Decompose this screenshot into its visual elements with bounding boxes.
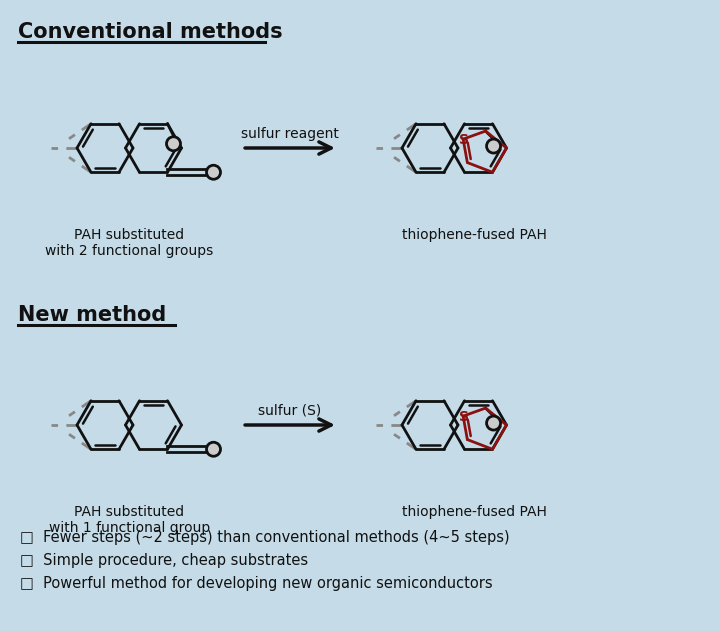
Text: □  Powerful method for developing new organic semiconductors: □ Powerful method for developing new org… bbox=[20, 576, 492, 591]
Text: sulfur (S): sulfur (S) bbox=[258, 404, 322, 418]
Circle shape bbox=[207, 442, 220, 456]
Text: □  Simple procedure, cheap substrates: □ Simple procedure, cheap substrates bbox=[20, 553, 308, 568]
Circle shape bbox=[487, 416, 500, 430]
Text: Conventional methods: Conventional methods bbox=[18, 22, 283, 42]
Text: thiophene-fused PAH: thiophene-fused PAH bbox=[402, 505, 546, 519]
Circle shape bbox=[166, 137, 181, 151]
Text: PAH substituted
with 1 functional group: PAH substituted with 1 functional group bbox=[49, 505, 210, 535]
Circle shape bbox=[487, 139, 500, 153]
Text: thiophene-fused PAH: thiophene-fused PAH bbox=[402, 228, 546, 242]
Text: New method: New method bbox=[18, 305, 166, 325]
Text: PAH substituted
with 2 functional groups: PAH substituted with 2 functional groups bbox=[45, 228, 213, 258]
Text: S: S bbox=[459, 133, 469, 147]
Text: sulfur reagent: sulfur reagent bbox=[241, 127, 339, 141]
Circle shape bbox=[207, 165, 220, 179]
Text: □  Fewer steps (~2 steps) than conventional methods (4~5 steps): □ Fewer steps (~2 steps) than convention… bbox=[20, 530, 510, 545]
Text: S: S bbox=[459, 410, 469, 424]
